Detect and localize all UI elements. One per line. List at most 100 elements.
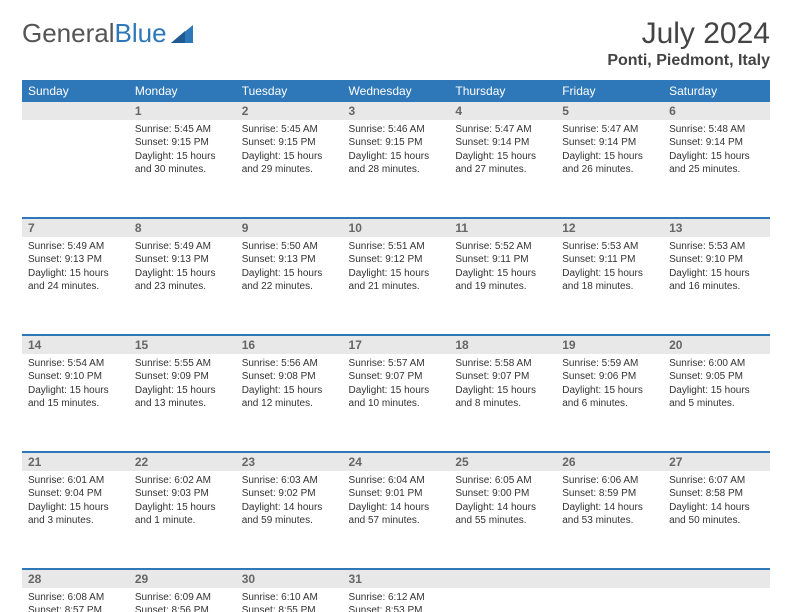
daylight-text: and 1 minute. [135,514,230,528]
sunset-text: Sunset: 9:14 PM [455,136,550,150]
day-detail-cell [22,120,129,218]
day-detail-cell: Sunrise: 6:07 AMSunset: 8:58 PMDaylight:… [663,471,770,569]
daylight-text: and 10 minutes. [349,397,444,411]
day-number-row: 14151617181920 [22,336,770,354]
sunrise-text: Sunrise: 5:48 AM [669,123,764,137]
day-number-cell: 8 [129,219,236,237]
day-detail-cell: Sunrise: 6:05 AMSunset: 9:00 PMDaylight:… [449,471,556,569]
sunset-text: Sunset: 9:15 PM [242,136,337,150]
daylight-text: Daylight: 15 hours [455,384,550,398]
sunrise-text: Sunrise: 5:58 AM [455,357,550,371]
day-number-cell: 16 [236,336,343,354]
day-detail-cell: Sunrise: 5:54 AMSunset: 9:10 PMDaylight:… [22,354,129,452]
daylight-text: Daylight: 14 hours [349,501,444,515]
daylight-text: and 18 minutes. [562,280,657,294]
title-block: July 2024 Ponti, Piedmont, Italy [607,18,770,70]
day-detail-cell: Sunrise: 6:00 AMSunset: 9:05 PMDaylight:… [663,354,770,452]
logo-triangle-icon [171,25,193,43]
sunrise-text: Sunrise: 5:47 AM [455,123,550,137]
calendar-page: GeneralBlue July 2024 Ponti, Piedmont, I… [0,0,792,612]
sunset-text: Sunset: 9:08 PM [242,370,337,384]
sunset-text: Sunset: 9:05 PM [669,370,764,384]
day-number-cell: 25 [449,453,556,471]
sunrise-text: Sunrise: 5:49 AM [135,240,230,254]
day-detail-cell [556,588,663,612]
sunrise-text: Sunrise: 6:05 AM [455,474,550,488]
sunrise-text: Sunrise: 6:01 AM [28,474,123,488]
sunrise-text: Sunrise: 5:47 AM [562,123,657,137]
day-number-cell: 5 [556,102,663,120]
day-detail-cell: Sunrise: 5:52 AMSunset: 9:11 PMDaylight:… [449,237,556,335]
sunrise-text: Sunrise: 6:10 AM [242,591,337,605]
day-number-cell: 14 [22,336,129,354]
sunrise-text: Sunrise: 6:07 AM [669,474,764,488]
sunrise-text: Sunrise: 5:53 AM [669,240,764,254]
sunset-text: Sunset: 9:15 PM [349,136,444,150]
daylight-text: Daylight: 15 hours [242,267,337,281]
daylight-text: Daylight: 15 hours [562,267,657,281]
day-number-row: 123456 [22,102,770,120]
daylight-text: Daylight: 15 hours [349,150,444,164]
sunrise-text: Sunrise: 5:50 AM [242,240,337,254]
daylight-text: Daylight: 15 hours [349,384,444,398]
day-number-row: 78910111213 [22,219,770,237]
day-detail-cell: Sunrise: 5:59 AMSunset: 9:06 PMDaylight:… [556,354,663,452]
daylight-text: and 22 minutes. [242,280,337,294]
day-detail-cell: Sunrise: 6:12 AMSunset: 8:53 PMDaylight:… [343,588,450,612]
day-detail-cell: Sunrise: 6:03 AMSunset: 9:02 PMDaylight:… [236,471,343,569]
daylight-text: and 57 minutes. [349,514,444,528]
day-detail-row: Sunrise: 6:01 AMSunset: 9:04 PM Daylight:… [22,471,770,569]
sunrise-text: Sunrise: 6:06 AM [562,474,657,488]
day-detail-cell: Sunrise: 5:58 AMSunset: 9:07 PMDaylight:… [449,354,556,452]
sunrise-text: Sunrise: 5:45 AM [135,123,230,137]
sunrise-text: Sunrise: 6:09 AM [135,591,230,605]
col-header: Tuesday [236,80,343,102]
brand-part1: General [22,18,115,49]
daylight-text: Daylight: 15 hours [669,150,764,164]
day-detail-cell: Sunrise: 5:45 AMSunset: 9:15 PMDaylight:… [236,120,343,218]
day-number-cell [663,570,770,588]
daylight-text: and 15 minutes. [28,397,123,411]
day-detail-cell: Sunrise: 5:57 AMSunset: 9:07 PMDaylight:… [343,354,450,452]
day-number-cell [22,102,129,120]
daylight-text: Daylight: 14 hours [455,501,550,515]
day-detail-cell: Sunrise: 6:04 AMSunset: 9:01 PMDaylight:… [343,471,450,569]
day-detail-cell: Sunrise: 6:09 AMSunset: 8:56 PMDaylight:… [129,588,236,612]
day-number-cell: 3 [343,102,450,120]
daylight-text: and 24 minutes. [28,280,123,294]
sunset-text: Sunset: 9:15 PM [135,136,230,150]
daylight-text: and 30 minutes. [135,163,230,177]
day-number-cell: 9 [236,219,343,237]
day-number-cell [449,570,556,588]
sunrise-text: Sunrise: 5:59 AM [562,357,657,371]
day-detail-row: Sunrise: 5:49 AMSunset: 9:13 PMDaylight:… [22,237,770,335]
sunrise-text: Sunrise: 6:04 AM [349,474,444,488]
day-detail-cell: Sunrise: 5:50 AMSunset: 9:13 PMDaylight:… [236,237,343,335]
day-number-cell: 10 [343,219,450,237]
daylight-text: Daylight: 15 hours [562,150,657,164]
day-number-cell: 12 [556,219,663,237]
day-detail-cell: Sunrise: 5:48 AMSunset: 9:14 PMDaylight:… [663,120,770,218]
sunrise-text: Sunrise: 5:49 AM [28,240,123,254]
col-header: Friday [556,80,663,102]
day-number-cell: 6 [663,102,770,120]
calendar-body: 123456Sunrise: 5:45 AMSunset: 9:15 PMDay… [22,102,770,612]
day-detail-cell: Sunrise: 6:06 AMSunset: 8:59 PMDaylight:… [556,471,663,569]
sunrise-text: Sunrise: 6:08 AM [28,591,123,605]
day-detail-cell: Sunrise: 5:49 AMSunset: 9:13 PMDaylight:… [22,237,129,335]
sunset-text: Sunset: 9:06 PM [562,370,657,384]
day-number-cell: 2 [236,102,343,120]
sunset-text: Sunset: 9:13 PM [242,253,337,267]
day-number-cell: 21 [22,453,129,471]
sunset-text: Sunset: 8:56 PM [135,604,230,612]
day-number-cell: 26 [556,453,663,471]
sunset-text: Sunset: 9:14 PM [669,136,764,150]
day-detail-cell: Sunrise: 6:10 AMSunset: 8:55 PMDaylight:… [236,588,343,612]
day-detail-cell: Sunrise: 5:51 AMSunset: 9:12 PMDaylight:… [343,237,450,335]
sunset-text: Sunset: 8:53 PM [349,604,444,612]
sunrise-text: Sunrise: 6:03 AM [242,474,337,488]
calendar-header-row: Sunday Monday Tuesday Wednesday Thursday… [22,80,770,102]
col-header: Sunday [22,80,129,102]
daylight-text: and 55 minutes. [455,514,550,528]
sunset-text: Sunset: 9:04 PM [28,487,123,501]
